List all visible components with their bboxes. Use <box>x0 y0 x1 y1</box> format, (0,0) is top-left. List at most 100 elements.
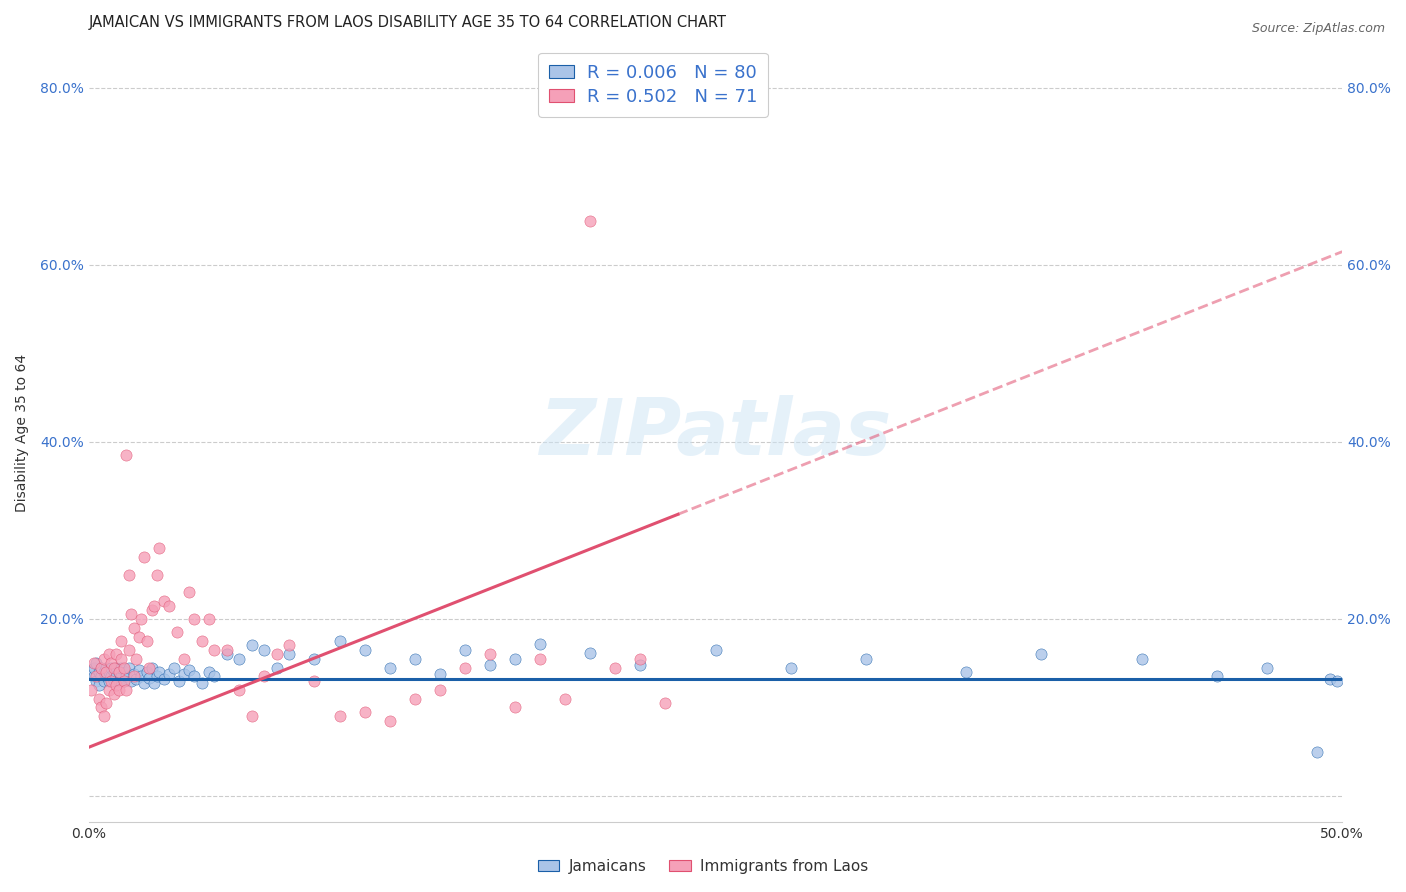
Point <box>304 673 326 688</box>
Point <box>228 682 250 697</box>
Point <box>554 691 576 706</box>
Point <box>179 663 201 677</box>
Point <box>115 682 138 697</box>
Point <box>153 594 176 608</box>
Point <box>579 646 602 660</box>
Point <box>125 672 148 686</box>
Point <box>503 651 526 665</box>
Point <box>855 651 877 665</box>
Point <box>173 666 195 681</box>
Point <box>148 665 170 679</box>
Point <box>173 651 195 665</box>
Point <box>278 648 301 662</box>
Point <box>86 669 108 683</box>
Point <box>478 648 501 662</box>
Point <box>96 660 118 674</box>
Point <box>138 660 160 674</box>
Point <box>166 625 188 640</box>
Point <box>454 660 477 674</box>
Point <box>353 643 375 657</box>
Point <box>202 643 225 657</box>
Point <box>579 213 602 227</box>
Point <box>108 673 131 688</box>
Point <box>135 634 157 648</box>
Point <box>167 673 190 688</box>
Point <box>100 669 122 683</box>
Point <box>132 675 155 690</box>
Point <box>110 660 132 674</box>
Point <box>97 673 120 688</box>
Point <box>125 651 148 665</box>
Point <box>240 709 263 723</box>
Point <box>148 541 170 555</box>
Point <box>121 607 143 622</box>
Point <box>115 665 138 679</box>
Point <box>100 673 122 688</box>
Point <box>145 567 167 582</box>
Y-axis label: Disability Age 35 to 64: Disability Age 35 to 64 <box>15 354 30 512</box>
Point <box>141 603 163 617</box>
Point <box>190 634 212 648</box>
Point <box>115 669 138 683</box>
Point <box>378 660 401 674</box>
Point <box>105 660 128 674</box>
Point <box>83 669 105 683</box>
Legend: R = 0.006   N = 80, R = 0.502   N = 71: R = 0.006 N = 80, R = 0.502 N = 71 <box>538 53 768 117</box>
Point <box>96 665 118 679</box>
Point <box>1031 648 1053 662</box>
Point <box>179 585 201 599</box>
Point <box>90 660 112 674</box>
Point <box>90 660 112 674</box>
Point <box>143 675 166 690</box>
Point <box>90 700 112 714</box>
Point <box>97 648 120 662</box>
Point <box>103 687 125 701</box>
Point <box>122 669 145 683</box>
Legend: Jamaicans, Immigrants from Laos: Jamaicans, Immigrants from Laos <box>531 853 875 880</box>
Point <box>105 678 128 692</box>
Point <box>93 651 115 665</box>
Point <box>529 637 551 651</box>
Point <box>83 656 105 670</box>
Point <box>654 696 676 710</box>
Point <box>215 648 238 662</box>
Point <box>198 612 221 626</box>
Point <box>145 668 167 682</box>
Point <box>141 660 163 674</box>
Point <box>103 665 125 679</box>
Text: ZIPatlas: ZIPatlas <box>540 395 891 471</box>
Point <box>115 448 138 462</box>
Point <box>1206 669 1229 683</box>
Point <box>105 648 128 662</box>
Point <box>103 673 125 688</box>
Point <box>90 669 112 683</box>
Point <box>105 669 128 683</box>
Point <box>163 660 186 674</box>
Text: JAMAICAN VS IMMIGRANTS FROM LAOS DISABILITY AGE 35 TO 64 CORRELATION CHART: JAMAICAN VS IMMIGRANTS FROM LAOS DISABIL… <box>89 15 727 30</box>
Point <box>429 682 451 697</box>
Point <box>253 643 276 657</box>
Point <box>132 549 155 564</box>
Point <box>378 714 401 728</box>
Point <box>157 666 180 681</box>
Point <box>128 663 150 677</box>
Text: Source: ZipAtlas.com: Source: ZipAtlas.com <box>1251 22 1385 36</box>
Point <box>266 660 288 674</box>
Point <box>108 682 131 697</box>
Point <box>112 673 135 688</box>
Point <box>121 673 143 688</box>
Point <box>103 660 125 674</box>
Point <box>135 665 157 679</box>
Point <box>153 672 176 686</box>
Point <box>353 705 375 719</box>
Point <box>97 665 120 679</box>
Point <box>97 682 120 697</box>
Point <box>328 634 350 648</box>
Point <box>110 669 132 683</box>
Point <box>112 660 135 674</box>
Point <box>1130 651 1153 665</box>
Point <box>190 675 212 690</box>
Point <box>215 643 238 657</box>
Point <box>429 666 451 681</box>
Point <box>1326 673 1348 688</box>
